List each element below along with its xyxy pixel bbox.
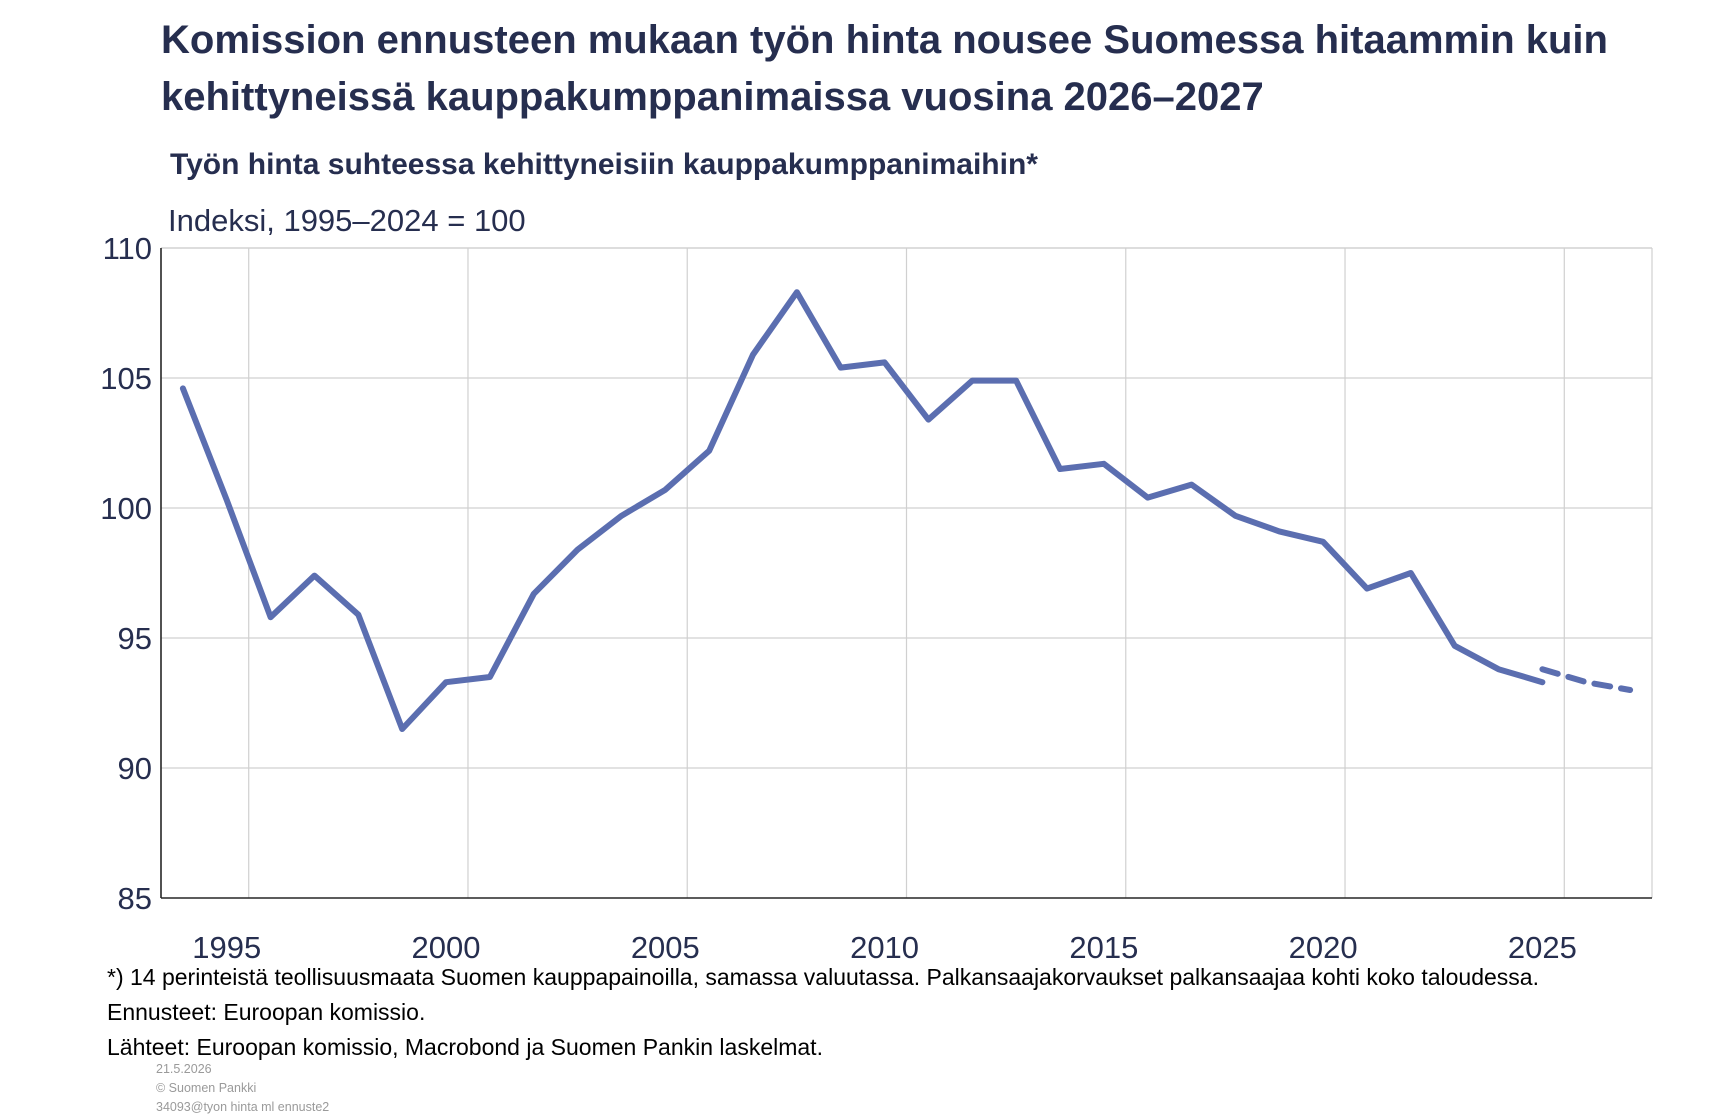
footnote-forecasts: Ennusteet: Euroopan komissio. [107,999,426,1025]
data-series [179,289,1634,732]
x-tick-label: 2020 [1289,930,1358,965]
y-tick-label: 85 [118,881,152,916]
page-title: Komission ennusteen mukaan työn hinta no… [161,18,1608,119]
y-tick-labels: 110 105 100 95 90 85 [100,231,152,916]
chart-title: Työn hinta suhteessa kehittyneisiin kaup… [170,148,1038,181]
y-tick-label: 95 [118,621,152,656]
chart-grid [161,247,1653,898]
y-tick-label: 110 [103,231,152,266]
footnotes: *) 14 perinteistä teollisuusmaata Suomen… [107,960,1539,1065]
x-tick-label: 2005 [631,930,700,965]
y-tick-label: 90 [118,751,152,786]
x-tick-label: 2000 [412,930,481,965]
y-axis-unit-label: Indeksi, 1995–2024 = 100 [168,203,526,238]
publication-date: 21.5.2026 [156,1062,212,1076]
y-tick-label: 105 [100,361,152,396]
chart-axes [160,248,1652,899]
x-tick-label: 1995 [192,930,261,965]
actual-series-line [179,289,1546,732]
footnote-sources: Lähteet: Euroopan komissio, Macrobond ja… [107,1034,823,1060]
x-tick-label: 2025 [1508,930,1577,965]
forecast-series-line [1539,666,1634,693]
x-tick-label: 2015 [1069,930,1138,965]
y-tick-label: 100 [100,491,152,526]
chart-code: 34093@tyon hinta ml ennuste2 [156,1100,330,1114]
copyright-notice: © Suomen Pankki [156,1081,257,1095]
x-tick-labels: 1995 2000 2005 2010 2015 2020 2025 [192,930,1577,965]
x-tick-label: 2010 [850,930,919,965]
footnote-definition: *) 14 perinteistä teollisuusmaata Suomen… [107,964,1539,990]
document-meta: 21.5.2026 © Suomen Pankki 34093@tyon hin… [156,1060,329,1117]
